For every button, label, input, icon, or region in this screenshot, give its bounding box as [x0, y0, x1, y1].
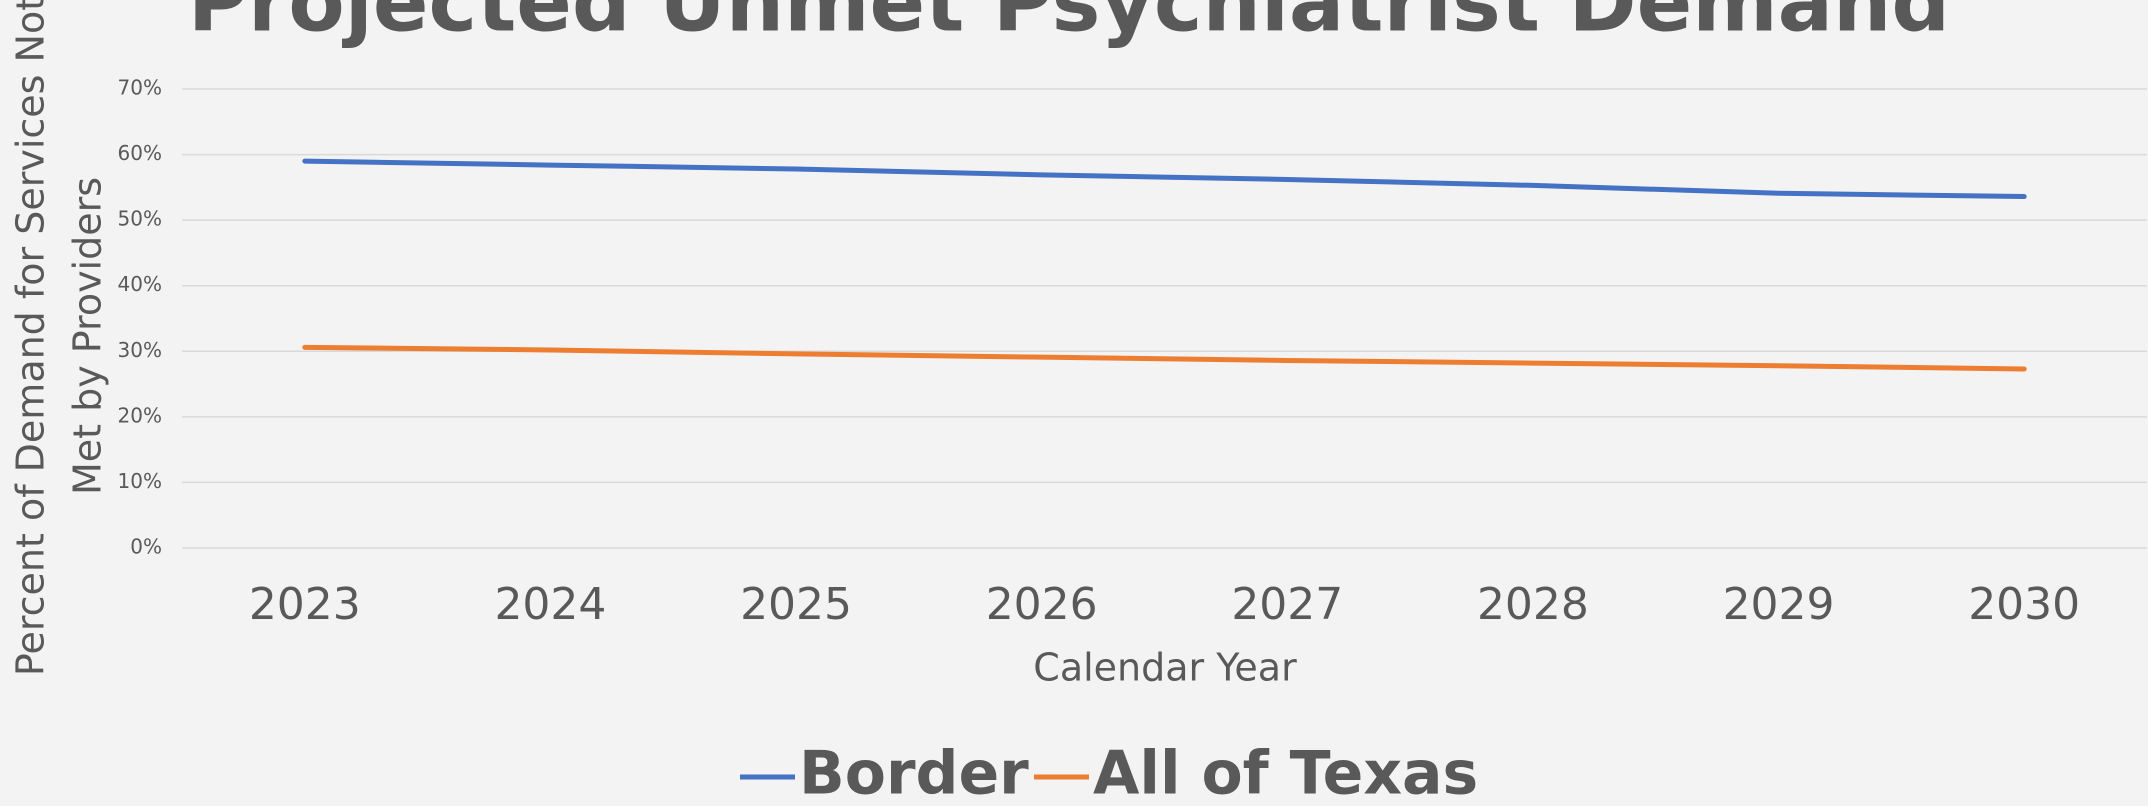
- chart-title: Projected Unmet Psychiatrist Demand: [188, 0, 1950, 50]
- x-tick-label: 2029: [1723, 579, 1835, 630]
- legend-label: Border: [799, 739, 1029, 806]
- y-tick-label: 50%: [118, 207, 162, 231]
- y-tick-label: 0%: [130, 535, 162, 559]
- x-axis-label: Calendar Year: [1033, 646, 1297, 690]
- y-axis-label: Percent of Demand for Services Not: [9, 0, 53, 676]
- y-tick-label: 20%: [118, 403, 162, 427]
- x-tick-label: 2028: [1477, 579, 1589, 630]
- y-tick-label: 40%: [118, 272, 162, 296]
- x-tick-label: 2023: [249, 579, 361, 630]
- x-tick-label: 2027: [1231, 579, 1343, 630]
- x-tick-label: 2024: [494, 579, 606, 630]
- x-tick-label: 2026: [986, 579, 1098, 630]
- y-tick-label: 30%: [118, 338, 162, 362]
- line-series: [302, 344, 2027, 372]
- line-series: [302, 158, 2027, 200]
- y-tick-label: 60%: [118, 141, 162, 165]
- y-tick-label: 10%: [118, 469, 162, 493]
- y-tick-label: 70%: [118, 76, 162, 100]
- legend-label: All of Texas: [1093, 739, 1478, 806]
- x-tick-label: 2030: [1968, 579, 2080, 630]
- y-axis-label: Met by Providers: [66, 177, 110, 495]
- x-tick-label: 2025: [740, 579, 852, 630]
